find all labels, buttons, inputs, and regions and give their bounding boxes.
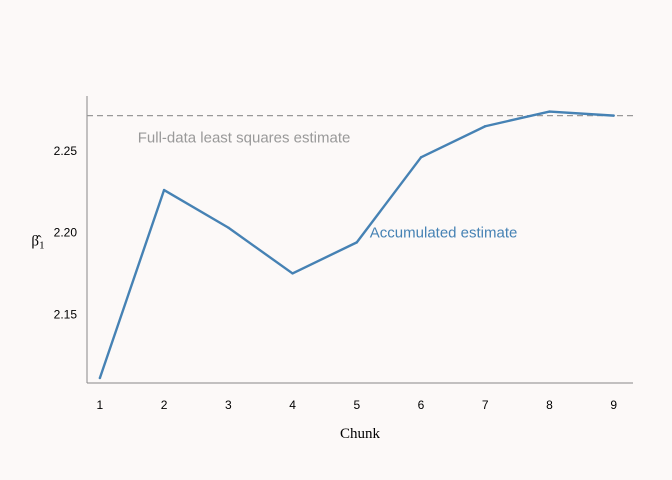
x-tick-label: 5 [353,398,360,412]
y-axis-title-subscript: 1 [39,240,45,252]
y-tick-label: 2.25 [54,144,78,158]
x-tick-label: 6 [418,398,425,412]
x-tick-label: 4 [289,398,296,412]
x-tick-label: 3 [225,398,232,412]
x-tick-label: 1 [97,398,104,412]
series-line-accumulated-estimate [98,110,614,379]
y-axis-title: β̂1 [31,234,44,252]
series-annotation: Accumulated estimate [370,225,518,242]
data-point [612,114,615,117]
series-points [98,110,615,380]
data-point [484,125,487,128]
data-point [162,188,166,192]
x-tick-label: 2 [161,398,168,412]
x-tick-label: 7 [482,398,489,412]
data-point [227,226,230,229]
y-tick-label: 2.20 [54,226,78,240]
data-point [419,156,423,159]
x-axis-title: Chunk [340,426,381,442]
y-tick-label: 2.15 [54,307,78,321]
y-axis-title-symbol: β̂ [31,234,42,250]
data-point [355,241,358,244]
x-tick-label: 8 [546,398,553,412]
x-tick-label: 9 [610,398,617,412]
data-point [98,376,102,380]
y-tick-labels: 2.15 2.20 2.25 [54,144,78,322]
data-point [548,110,551,113]
x-tick-labels: 1 2 3 4 5 6 7 8 9 [97,398,618,412]
data-point [291,272,294,275]
reference-annotation: Full-data least squares estimate [138,130,351,147]
